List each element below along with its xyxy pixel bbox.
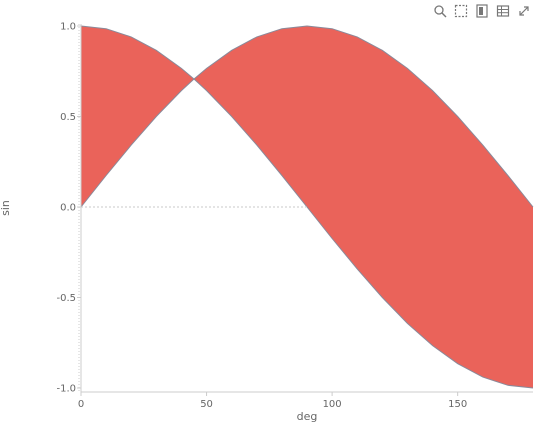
x-tick-label: 100	[323, 399, 342, 410]
fullscreen-icon[interactable]	[517, 4, 531, 18]
y-tick-label: 1.0	[60, 22, 76, 33]
y-tick-label: 0.5	[60, 112, 76, 123]
line-layer	[80, 25, 534, 389]
y-tick-label: 0.0	[60, 203, 76, 214]
series-line-1	[80, 25, 534, 208]
y-axis-title: sin	[0, 200, 12, 216]
toolbar	[433, 4, 531, 18]
data-view-icon[interactable]	[496, 4, 510, 18]
zoom-icon[interactable]	[433, 4, 447, 18]
y-tick-label: -0.5	[56, 293, 76, 304]
x-tick-label: 50	[200, 399, 213, 410]
save-as-image-icon[interactable]	[475, 4, 489, 18]
y-tick-label: -1.0	[56, 384, 76, 395]
select-icon[interactable]	[454, 4, 468, 18]
x-axis-title: deg	[297, 410, 318, 423]
axes: 1.0 0.5 0.0 -0.5 -1.00 50 100 150	[56, 22, 533, 410]
x-tick-label: 150	[448, 399, 467, 410]
series-line-2	[80, 25, 534, 389]
x-tick-label: 0	[78, 399, 84, 410]
